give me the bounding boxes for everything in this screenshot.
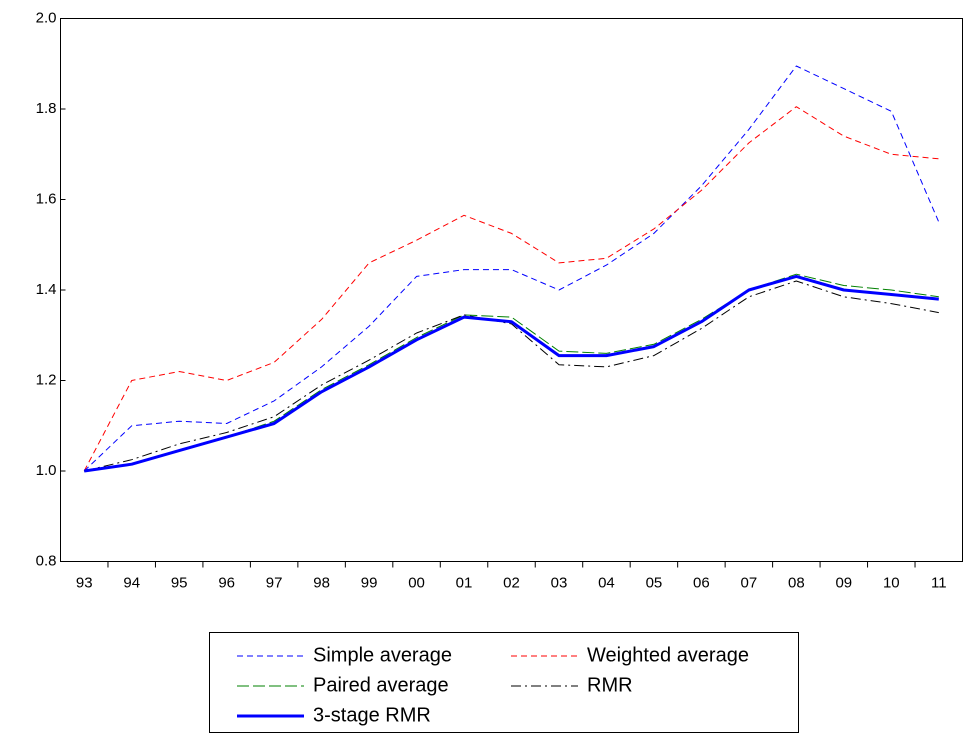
- x-tick-label: 05: [646, 574, 663, 591]
- x-tick-label: 99: [361, 574, 378, 591]
- x-tick-label: 96: [218, 574, 235, 591]
- y-tick-label: 1.2: [36, 371, 57, 388]
- x-tick-label: 09: [835, 574, 852, 591]
- legend-label: Weighted average: [587, 644, 749, 666]
- legend-label: Simple average: [313, 644, 452, 666]
- legend-label: RMR: [587, 674, 633, 696]
- series-line: [83, 274, 939, 473]
- x-tick-label: 07: [741, 574, 758, 591]
- x-tick-label: 95: [171, 574, 188, 591]
- legend-box: [209, 632, 799, 733]
- x-tick-label: 03: [551, 574, 568, 591]
- x-tick-label: 93: [76, 574, 93, 591]
- y-tick-label: 1.6: [36, 190, 57, 207]
- x-tick-label: 08: [788, 574, 805, 591]
- x-tick-label: 97: [266, 574, 283, 591]
- x-tick-label: 98: [313, 574, 330, 591]
- x-tick-label: 01: [456, 574, 473, 591]
- x-tick-label: 02: [503, 574, 520, 591]
- legend-label: Paired average: [313, 674, 449, 696]
- x-tick-label: 94: [123, 574, 140, 591]
- x-tick-label: 04: [598, 574, 615, 591]
- series-line: [84, 280, 939, 472]
- y-tick-label: 2.0: [36, 9, 57, 26]
- x-tick-label: 06: [693, 574, 710, 591]
- x-tick-label: 10: [883, 574, 900, 591]
- series-line: [83, 65, 940, 472]
- legend: Simple average Weighted average Paired ave…: [237, 644, 749, 726]
- series-line: [83, 106, 939, 472]
- x-tick-label: 11: [931, 574, 947, 591]
- y-tick-label: 1.8: [36, 100, 57, 117]
- plot-frame: [60, 18, 963, 562]
- y-tick-label: 1.4: [36, 281, 57, 298]
- legend-label: 3-stage RMR: [313, 704, 431, 726]
- y-tick-label: 1.0: [36, 462, 57, 479]
- x-tick-label: 00: [408, 574, 425, 591]
- y-tick-label: 0.8: [36, 552, 57, 569]
